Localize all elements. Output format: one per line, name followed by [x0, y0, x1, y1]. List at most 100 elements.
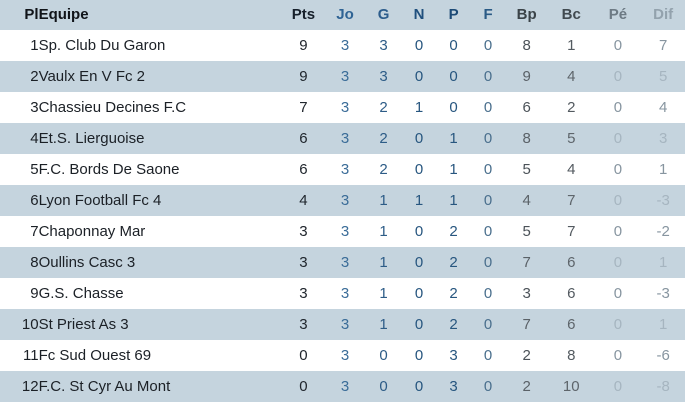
cell-n: 0: [414, 378, 424, 395]
column-header-n[interactable]: N: [413, 6, 425, 23]
cell-p: 3: [449, 347, 458, 364]
cell-pts: 7: [299, 99, 308, 116]
cell-n: 1: [414, 99, 424, 116]
column-header-equipe[interactable]: Equipe: [38, 6, 89, 23]
cell-pl: 5: [30, 161, 39, 178]
cell-equipe[interactable]: F.C. St Cyr Au Mont: [38, 378, 171, 395]
cell-pl: 10: [21, 316, 39, 333]
cell-n: 0: [414, 68, 424, 85]
cell-pe: 0: [613, 192, 623, 209]
cell-pe: 0: [613, 68, 623, 85]
cell-bp: 8: [522, 37, 531, 54]
cell-n: 0: [414, 130, 424, 147]
cell-bp: 7: [522, 316, 531, 333]
cell-jo: 3: [340, 378, 350, 395]
table-row[interactable]: 8 Oullins Casc 3 3 3 1 0 2 0 7 6 0 1: [0, 247, 685, 278]
cell-equipe[interactable]: Et.S. Lierguoise: [38, 130, 145, 147]
cell-dif: 1: [658, 316, 668, 333]
cell-pts: 4: [299, 192, 308, 209]
cell-equipe[interactable]: Chaponnay Mar: [38, 223, 146, 240]
cell-pl: 12: [21, 378, 39, 395]
cell-n: 0: [414, 285, 424, 302]
cell-equipe[interactable]: Fc Sud Ouest 69: [38, 347, 152, 364]
column-header-pts[interactable]: Pts: [291, 6, 316, 23]
table-row[interactable]: 5 F.C. Bords De Saone 6 3 2 0 1 0 5 4 0 1: [0, 154, 685, 185]
cell-pe: 0: [613, 316, 623, 333]
cell-pe: 0: [613, 130, 623, 147]
cell-f: 0: [483, 378, 493, 395]
column-header-p[interactable]: P: [448, 6, 459, 23]
column-header-pe[interactable]: Pé: [608, 6, 628, 23]
cell-pts: 3: [299, 316, 308, 333]
cell-g: 2: [379, 99, 388, 116]
cell-dif: 4: [658, 99, 668, 116]
table-row[interactable]: 9 G.S. Chasse 3 3 1 0 2 0 3 6 0 -3: [0, 278, 685, 309]
cell-n: 0: [414, 161, 424, 178]
cell-pts: 3: [299, 254, 308, 271]
standings-header-row: Pl Equipe Pts Jo G N P F Bp Bc Pé Dif: [0, 0, 685, 30]
cell-equipe[interactable]: Sp. Club Du Garon: [38, 37, 166, 54]
standings-body: 1 Sp. Club Du Garon 9 3 3 0 0 0 8 1 0 7 2 Vaulx En V …: [0, 30, 685, 402]
cell-bc: 4: [567, 68, 576, 85]
cell-equipe[interactable]: Chassieu Decines F.C: [38, 99, 187, 116]
cell-pe: 0: [613, 254, 623, 271]
cell-g: 2: [379, 130, 388, 147]
cell-bp: 2: [522, 347, 531, 364]
cell-bc: 1: [567, 37, 576, 54]
cell-bp: 8: [522, 130, 531, 147]
cell-bc: 6: [567, 316, 576, 333]
column-header-jo[interactable]: Jo: [336, 6, 354, 23]
table-row[interactable]: 6 Lyon Football Fc 4 4 3 1 1 1 0 4 7 0 -3: [0, 185, 685, 216]
table-row[interactable]: 3 Chassieu Decines F.C 7 3 2 1 0 0 6 2 0 4: [0, 92, 685, 123]
table-row[interactable]: 12 F.C. St Cyr Au Mont 0 3 0 0 3 0 2 10 0 -8: [0, 371, 685, 402]
cell-equipe[interactable]: F.C. Bords De Saone: [38, 161, 180, 178]
cell-f: 0: [483, 37, 493, 54]
cell-p: 1: [449, 192, 458, 209]
cell-jo: 3: [340, 254, 350, 271]
cell-bc: 7: [567, 223, 576, 240]
cell-pe: 0: [613, 223, 623, 240]
cell-pe: 0: [613, 378, 623, 395]
cell-jo: 3: [340, 223, 350, 240]
table-row[interactable]: 2 Vaulx En V Fc 2 9 3 3 0 0 0 9 4 0 5: [0, 61, 685, 92]
cell-f: 0: [483, 130, 493, 147]
table-row[interactable]: 4 Et.S. Lierguoise 6 3 2 0 1 0 8 5 0 3: [0, 123, 685, 154]
cell-pts: 0: [299, 347, 308, 364]
table-row[interactable]: 7 Chaponnay Mar 3 3 1 0 2 0 5 7 0 -2: [0, 216, 685, 247]
column-header-dif[interactable]: Dif: [653, 6, 674, 23]
cell-pl: 4: [30, 130, 39, 147]
cell-pl: 8: [30, 254, 39, 271]
cell-dif: -2: [656, 223, 670, 240]
cell-equipe[interactable]: Vaulx En V Fc 2: [38, 68, 145, 85]
cell-equipe[interactable]: Lyon Football Fc 4: [38, 192, 162, 209]
column-header-pl[interactable]: Pl: [24, 6, 39, 23]
cell-equipe[interactable]: Oullins Casc 3: [38, 254, 136, 271]
cell-g: 0: [379, 378, 388, 395]
cell-pe: 0: [613, 347, 623, 364]
column-header-g[interactable]: G: [377, 6, 390, 23]
cell-bc: 6: [567, 254, 576, 271]
cell-f: 0: [483, 347, 493, 364]
cell-g: 1: [379, 254, 388, 271]
cell-equipe[interactable]: G.S. Chasse: [38, 285, 124, 302]
cell-bp: 4: [522, 192, 531, 209]
column-header-f[interactable]: F: [483, 6, 493, 23]
column-header-bc[interactable]: Bc: [561, 6, 581, 23]
cell-p: 0: [449, 99, 458, 116]
cell-g: 2: [379, 161, 388, 178]
cell-f: 0: [483, 285, 493, 302]
table-row[interactable]: 1 Sp. Club Du Garon 9 3 3 0 0 0 8 1 0 7: [0, 30, 685, 61]
cell-g: 3: [379, 37, 388, 54]
cell-f: 0: [483, 68, 493, 85]
column-header-bp[interactable]: Bp: [516, 6, 537, 23]
cell-p: 1: [449, 130, 458, 147]
cell-f: 0: [483, 192, 493, 209]
cell-bp: 2: [522, 378, 531, 395]
table-row[interactable]: 11 Fc Sud Ouest 69 0 3 0 0 3 0 2 8 0 -6: [0, 340, 685, 371]
cell-f: 0: [483, 161, 493, 178]
cell-p: 2: [449, 316, 458, 333]
cell-g: 1: [379, 285, 388, 302]
cell-g: 1: [379, 316, 388, 333]
cell-equipe[interactable]: St Priest As 3: [38, 316, 129, 333]
